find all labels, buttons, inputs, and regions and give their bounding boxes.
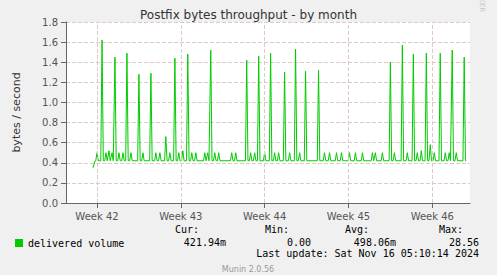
svg-text:Week 42: Week 42 [75,211,118,222]
svg-text:0.8: 0.8 [42,117,58,128]
svg-text:Munin 2.0.56: Munin 2.0.56 [222,265,274,274]
svg-text:Week 46: Week 46 [411,211,454,222]
svg-text:0.00: 0.00 [287,237,311,248]
svg-text:1.6: 1.6 [42,37,58,48]
svg-text:Min:: Min: [265,224,289,235]
svg-text:28.56: 28.56 [449,237,479,248]
svg-text:RRDTOOL / TOBI OETIKER: RRDTOOL / TOBI OETIKER [478,0,486,12]
svg-text:Postfix bytes throughput - by: Postfix bytes throughput - by month [140,8,357,22]
svg-text:Week 43: Week 43 [159,211,202,222]
svg-text:1.0: 1.0 [42,97,58,108]
svg-text:0.6: 0.6 [42,137,58,148]
svg-text:bytes / second: bytes / second [10,72,23,152]
svg-text:0.0: 0.0 [42,198,58,209]
svg-text:Week 45: Week 45 [327,211,370,222]
svg-text:delivered volume: delivered volume [28,238,124,249]
svg-text:Last update: Sat Nov 16 05:10:: Last update: Sat Nov 16 05:10:14 2024 [256,248,479,259]
svg-text:Avg:: Avg: [345,224,369,235]
svg-text:1.8: 1.8 [42,17,58,28]
svg-text:498.06m: 498.06m [354,237,396,248]
svg-text:1.4: 1.4 [42,57,58,68]
svg-text:0.2: 0.2 [42,177,58,188]
svg-text:Cur:: Cur: [175,224,199,235]
svg-text:0.4: 0.4 [42,157,58,168]
svg-text:1.2: 1.2 [42,77,58,88]
svg-text:421.94m: 421.94m [184,237,226,248]
svg-text:Max:: Max: [439,224,463,235]
svg-text:Week 44: Week 44 [243,211,286,222]
